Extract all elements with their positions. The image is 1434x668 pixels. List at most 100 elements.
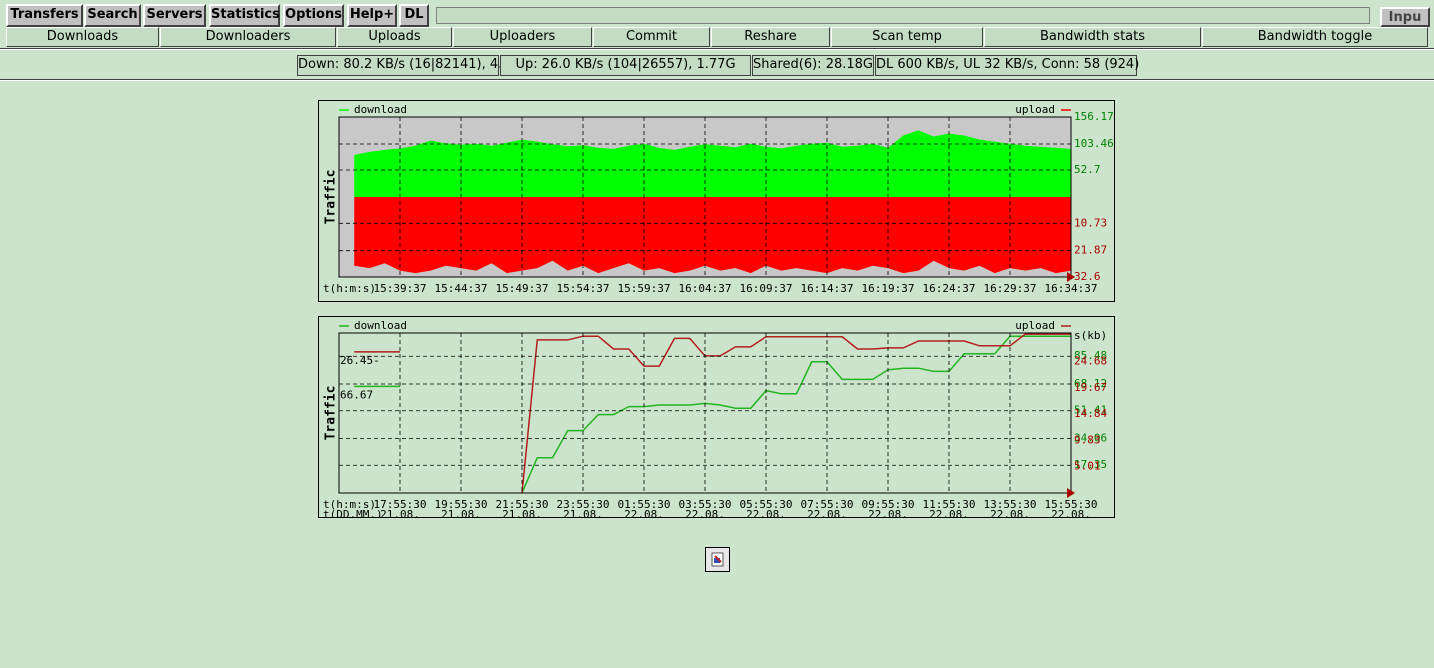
legend-label: download	[354, 319, 407, 332]
status-cell: Shared(6): 28.18G	[752, 55, 874, 76]
nav-button[interactable]: Search	[84, 4, 141, 27]
x-tick-label: 07:55:30	[801, 498, 854, 511]
x-date-label: 22.08.	[685, 508, 725, 517]
legend-label: upload	[1015, 103, 1055, 116]
y-tick-label: 34.06	[1074, 432, 1107, 445]
x-tick-label: 15:59:37	[618, 282, 671, 295]
line	[354, 333, 1071, 494]
annotation: 66.67	[340, 388, 373, 401]
plot-frame	[338, 116, 1072, 278]
icon	[711, 552, 724, 567]
y-tick-label: 156.17	[1074, 110, 1114, 123]
x-tick-label: 16:04:37	[679, 282, 732, 295]
tab[interactable]: Bandwidth stats	[984, 27, 1201, 47]
y-tick-label: 24.68	[1074, 354, 1107, 367]
x-tick-label: 01:55:30	[618, 498, 671, 511]
x-tick-label: 16:29:37	[984, 282, 1037, 295]
tab[interactable]: Uploads	[337, 27, 452, 47]
chart-box: 17.35 34.06 51.41 68.12 85.48 5.01 9.83 14.84 19…	[318, 316, 1115, 521]
x-axis-label: t(h:m:s)	[323, 282, 376, 295]
y-tick-label: 103.46	[1074, 137, 1114, 150]
x-date-label: 22.08.	[624, 508, 664, 517]
tab[interactable]: Scan temp	[831, 27, 983, 47]
x-tick-label: 15:55:30	[1045, 498, 1098, 511]
y-tick-label: 21.87	[1074, 244, 1107, 257]
nav-button[interactable]: DL	[399, 4, 429, 27]
x-tick-label: 15:44:37	[435, 282, 488, 295]
area	[354, 197, 1071, 274]
x-tick-label: 13:55:30	[984, 498, 1037, 511]
y-tick-label: 85.48	[1074, 349, 1107, 362]
x-date-label: 22.08.	[807, 508, 847, 517]
x-date-label: 21.08.	[563, 508, 603, 517]
command-input[interactable]	[436, 7, 1370, 24]
y-axis-label: Traffic	[324, 386, 339, 441]
axis-arrow	[1067, 488, 1075, 498]
y-tick-label: 5.01	[1074, 459, 1101, 472]
x-tick-label: 11:55:30	[923, 498, 976, 511]
y-tick-label: 14.84	[1074, 407, 1107, 420]
y-unit: s(kb)	[1074, 329, 1107, 342]
separator	[0, 48, 1434, 50]
chart: 52.7 103.46 156.17 10.73 21.87 32.6 15:39:37 15…	[323, 103, 1114, 295]
x-tick-label: 16:14:37	[801, 282, 854, 295]
chart: 17.35 34.06 51.41 68.12 85.48 5.01 9.83 14.84 19…	[323, 319, 1107, 521]
status-cell: Up: 26.0 KB/s (104|26557), 1.77G	[500, 55, 751, 76]
tab[interactable]: Bandwidth toggle	[1202, 27, 1428, 47]
y-tick-label: 9.83	[1074, 434, 1101, 447]
status-cell: DL 600 KB/s, UL 32 KB/s, Conn: 58 (924)	[875, 55, 1139, 76]
tab[interactable]: Downloads	[6, 27, 159, 47]
tab[interactable]: Reshare	[711, 27, 830, 47]
status-cell: Down: 80.2 KB/s (16|82141), 4.51G	[297, 55, 529, 76]
x-tick-label: 09:55:30	[862, 498, 915, 511]
nav-button[interactable]: Statistics	[209, 4, 280, 27]
annotation: 26.45-	[340, 354, 380, 367]
x-tick-label: 16:34:37	[1045, 282, 1098, 295]
chart-box: 52.7 103.46 156.17 10.73 21.87 32.6 15:39:37 15…	[318, 100, 1115, 302]
line	[354, 335, 1071, 494]
x-tick-label: 15:54:37	[557, 282, 610, 295]
y-axis-label: Traffic	[324, 170, 339, 225]
x-axis-label: t(DD.MM.)	[323, 508, 383, 517]
x-tick-label: 16:09:37	[740, 282, 793, 295]
x-date-label: 22.08.	[929, 508, 969, 517]
nav-button[interactable]: Transfers	[6, 4, 83, 27]
x-date-label: 22.08.	[746, 508, 786, 517]
y-tick-label: 32.6	[1074, 270, 1101, 283]
image-icon[interactable]	[705, 547, 730, 572]
x-tick-label: 03:55:30	[679, 498, 732, 511]
y-tick-label: 17.35	[1074, 458, 1107, 471]
tab[interactable]: Commit	[593, 27, 710, 47]
tab[interactable]: Downloaders	[160, 27, 336, 47]
input-button[interactable]: Inpu	[1380, 7, 1430, 27]
x-tick-label: 16:19:37	[862, 282, 915, 295]
nav-button[interactable]: Help+	[347, 4, 397, 27]
y-tick-label: 68.12	[1074, 377, 1107, 390]
x-tick-label: 23:55:30	[557, 498, 610, 511]
x-date-label: 22.08.	[868, 508, 908, 517]
nav-button[interactable]: Options	[283, 4, 344, 27]
nav-button[interactable]: Servers	[143, 4, 206, 27]
y-tick-label: 19.67	[1074, 381, 1107, 394]
x-date-label: 21.08.	[502, 508, 542, 517]
x-date-label: 21.08.	[441, 508, 481, 517]
separator	[0, 79, 1434, 81]
x-tick-label: 17:55:30	[374, 498, 427, 511]
legend-label: download	[354, 103, 407, 116]
x-date-label: 21.08.	[380, 508, 420, 517]
tab[interactable]: Uploaders	[453, 27, 592, 47]
x-tick-label: 15:49:37	[496, 282, 549, 295]
x-tick-label: 19:55:30	[435, 498, 488, 511]
plot-frame	[338, 332, 1072, 494]
x-tick-label: 21:55:30	[496, 498, 549, 511]
x-date-label: 22.08.	[990, 508, 1030, 517]
y-tick-label: 52.7	[1074, 163, 1101, 176]
x-tick-label: 16:24:37	[923, 282, 976, 295]
axis-arrow	[1067, 272, 1075, 282]
legend-label: upload	[1015, 319, 1055, 332]
y-tick-label: 51.41	[1074, 404, 1107, 417]
y-tick-label: 10.73	[1074, 216, 1107, 229]
x-date-label: 22.08.	[1051, 508, 1091, 517]
x-tick-label: 05:55:30	[740, 498, 793, 511]
